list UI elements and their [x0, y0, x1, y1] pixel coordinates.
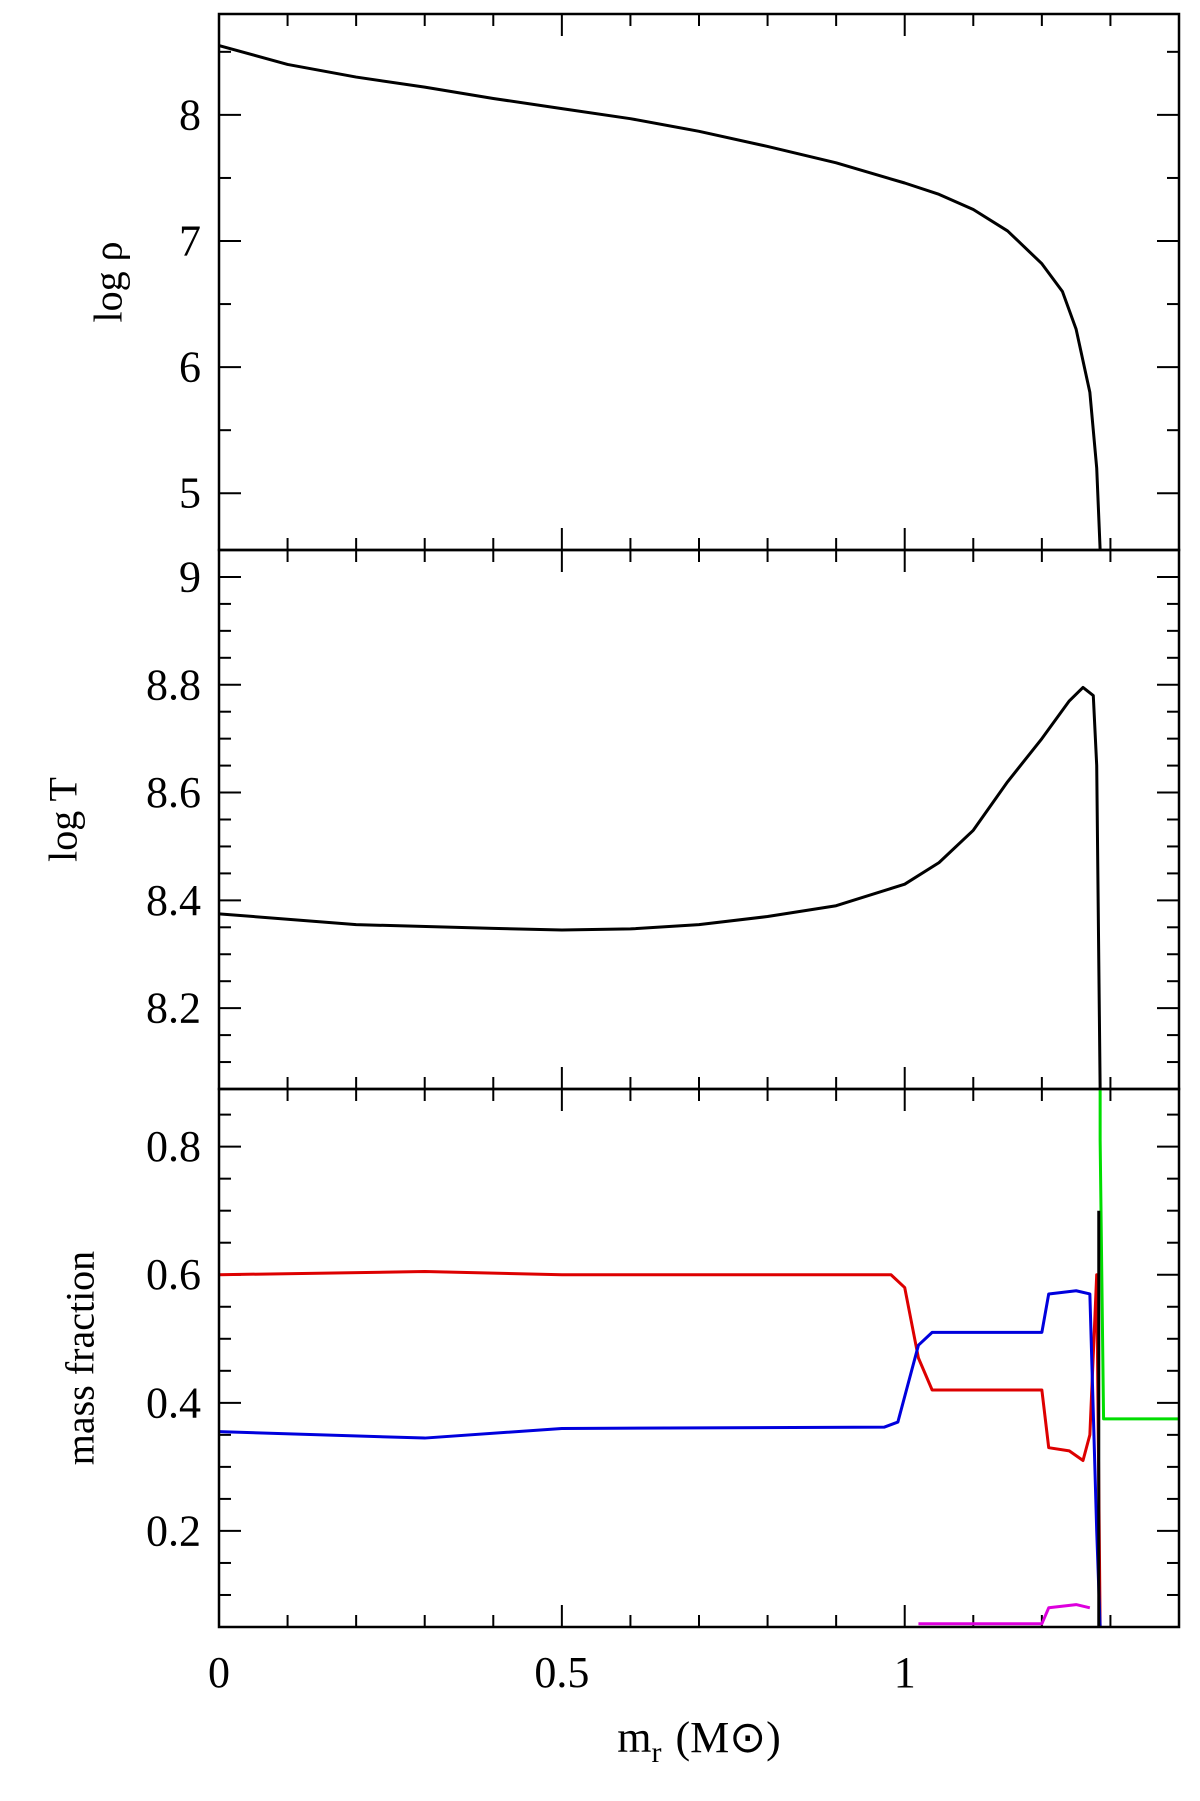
- data-line: [219, 1270, 1102, 1627]
- y-tick-label: 0.2: [146, 1506, 201, 1555]
- plot-frame: [217, 12, 1181, 552]
- data-line: [1098, 1089, 1179, 1421]
- y-tick-label: 8.8: [146, 660, 201, 709]
- x-axis-label: mr (M⊙): [617, 1713, 781, 1769]
- y-tick-label: 8.2: [146, 984, 201, 1033]
- data-line: [219, 1289, 1102, 1627]
- x-tick-label: 0.5: [534, 1648, 589, 1697]
- x-label-subscript: r: [651, 1736, 661, 1769]
- x-label-main: m: [617, 1713, 651, 1762]
- y-tick-label: 0.8: [146, 1122, 201, 1171]
- plot-frame: [217, 1087, 1181, 1629]
- data-line: [219, 685, 1102, 1089]
- y-tick-label: 6: [179, 343, 201, 392]
- x-tick-label: 1: [894, 1648, 916, 1697]
- y-tick-label: 8: [179, 90, 201, 139]
- x-label-unit: (M⊙): [675, 1713, 780, 1762]
- y-tick-label: 5: [179, 469, 201, 518]
- y-tick-label: 8.6: [146, 768, 201, 817]
- data-line: [219, 44, 1102, 550]
- x-tick-label: 0: [208, 1648, 230, 1697]
- data-line: [918, 1603, 1091, 1626]
- y-tick-label: 0.4: [146, 1378, 201, 1427]
- y-axis-label: log T: [41, 777, 86, 862]
- y-tick-label: 0.6: [146, 1250, 201, 1299]
- y-tick-label: 8.4: [146, 876, 201, 925]
- y-axis-label: log ρ: [86, 241, 131, 322]
- y-axis-label: mass fraction: [58, 1251, 103, 1465]
- plot-frame: [217, 548, 1181, 1091]
- y-tick-label: 7: [179, 217, 201, 266]
- y-tick-label: 9: [179, 552, 201, 601]
